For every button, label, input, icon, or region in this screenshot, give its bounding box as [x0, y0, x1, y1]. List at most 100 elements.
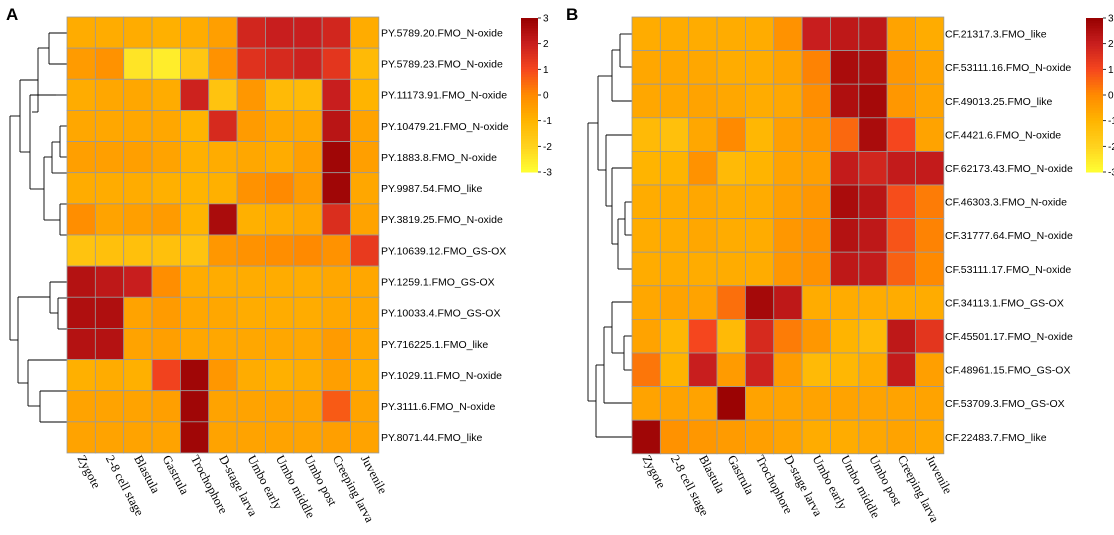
heatmap-cell	[716, 386, 746, 421]
heatmap-cell	[858, 285, 888, 320]
row-label: CF.31777.64.FMO_N-oxide	[945, 230, 1073, 242]
heatmap-cell	[321, 296, 351, 329]
heatmap-cell	[915, 285, 945, 320]
legend-swatch	[1086, 69, 1103, 73]
heatmap-cell	[631, 419, 661, 455]
heatmap-cell	[886, 251, 916, 287]
legend-swatch	[1086, 156, 1103, 160]
column-label: Zygote	[75, 453, 104, 491]
heatmap-cell	[350, 16, 380, 49]
heatmap-cell	[745, 50, 775, 85]
legend-swatch	[1086, 138, 1103, 142]
heatmap-cell	[293, 47, 323, 80]
column-labels: Zygote 2-8 cell stageBlastulaGastrulaTroc…	[640, 453, 956, 525]
heatmap-cell	[915, 150, 945, 186]
heatmap-cell	[773, 386, 803, 421]
heatmap-cell	[631, 83, 661, 119]
heatmap-cell	[716, 50, 746, 85]
heatmap-cell	[265, 421, 295, 454]
heatmap-cell	[265, 203, 295, 236]
heatmap-cell	[886, 352, 916, 387]
legend-swatch	[1086, 130, 1103, 134]
heatmap-cell	[350, 141, 380, 174]
heatmap-cell	[858, 184, 888, 219]
heatmap-cell	[830, 251, 860, 287]
legend-swatch	[521, 46, 538, 50]
heatmap-cell	[801, 386, 831, 421]
heatmap-cell	[716, 352, 746, 387]
heatmap-cell	[350, 203, 380, 236]
legend-swatch	[521, 148, 538, 152]
heatmap-cell	[830, 50, 860, 85]
heatmap-cell	[179, 390, 210, 423]
heatmap-cell	[773, 419, 803, 455]
legend-swatch	[521, 159, 538, 163]
heatmap-cell	[94, 359, 125, 392]
heatmap-cell	[631, 251, 661, 287]
heatmap-cell	[858, 318, 888, 354]
heatmap-cell	[321, 16, 351, 49]
legend-swatch	[521, 169, 538, 173]
heatmap-cell	[151, 296, 181, 329]
row-label: PY.1259.1.FMO_GS-OX	[381, 276, 495, 288]
heatmap-cell	[745, 16, 775, 51]
legend-tick-label: -2	[543, 142, 552, 153]
legend-swatch	[1086, 71, 1103, 75]
heatmap-cell	[151, 327, 181, 360]
legend-swatch	[521, 59, 538, 63]
heatmap-cell	[208, 359, 238, 392]
heatmap-cell	[321, 110, 351, 142]
heatmap-cell	[265, 47, 295, 80]
row-label: PY.10639.12.FMO_GS-OX	[381, 245, 506, 257]
heatmap-cell	[151, 265, 181, 298]
heatmap-cell	[350, 296, 380, 329]
heatmap-cell	[745, 352, 775, 387]
heatmap-cell	[659, 83, 690, 119]
legend-swatch	[521, 77, 538, 81]
heatmap-cell	[293, 110, 323, 142]
legend-tick-label: 2	[543, 39, 549, 50]
legend-swatch	[1086, 48, 1103, 52]
legend-tick-label: 3	[543, 14, 549, 25]
heatmap-cell	[801, 318, 831, 354]
legend-swatch	[521, 69, 538, 73]
heatmap-panel-a: A PY.5789.20.FMO_N-oxide PY.5789.23.FMO_N-…	[6, 5, 552, 525]
heatmap-cell	[265, 327, 295, 360]
legend-swatch	[521, 35, 538, 40]
heatmap-cell	[801, 285, 831, 320]
legend-swatch	[521, 164, 538, 168]
legend-swatch	[521, 30, 538, 34]
heatmap-cell	[688, 251, 718, 287]
legend-swatch	[1086, 110, 1103, 114]
panel-label: A	[6, 5, 18, 24]
heatmap-cell	[123, 78, 153, 111]
heatmap-cell	[886, 83, 916, 119]
legend-swatch	[521, 28, 538, 32]
legend-swatch	[521, 97, 538, 101]
heatmap-cell	[858, 386, 888, 421]
heatmap-cell	[94, 47, 125, 80]
heatmap-cell	[94, 172, 125, 205]
legend-swatch	[1086, 64, 1103, 68]
legend-swatch	[1086, 143, 1103, 147]
heatmap-cell	[66, 296, 96, 329]
heatmap-cell	[179, 78, 210, 111]
heatmap-cell	[745, 218, 775, 253]
heatmap-cell	[858, 352, 888, 387]
legend-swatch	[1086, 41, 1103, 45]
legend-swatch	[521, 87, 538, 91]
heatmap-cell	[350, 47, 380, 80]
heatmap-cell	[66, 110, 96, 142]
legend-tick-label: -2	[1108, 142, 1114, 153]
legend-swatch	[521, 18, 538, 22]
heatmap-cell	[773, 16, 803, 51]
heatmap-cell	[208, 47, 238, 80]
heatmap-cell	[858, 117, 888, 152]
row-label: CF.53111.17.FMO_N-oxide	[945, 264, 1071, 276]
heatmap-cell	[915, 83, 945, 119]
panel-label: B	[566, 5, 578, 24]
heatmap-cell	[94, 16, 125, 49]
heatmap-cell	[236, 172, 266, 205]
heatmap-cell	[915, 352, 945, 387]
legend-swatch	[1086, 166, 1103, 170]
